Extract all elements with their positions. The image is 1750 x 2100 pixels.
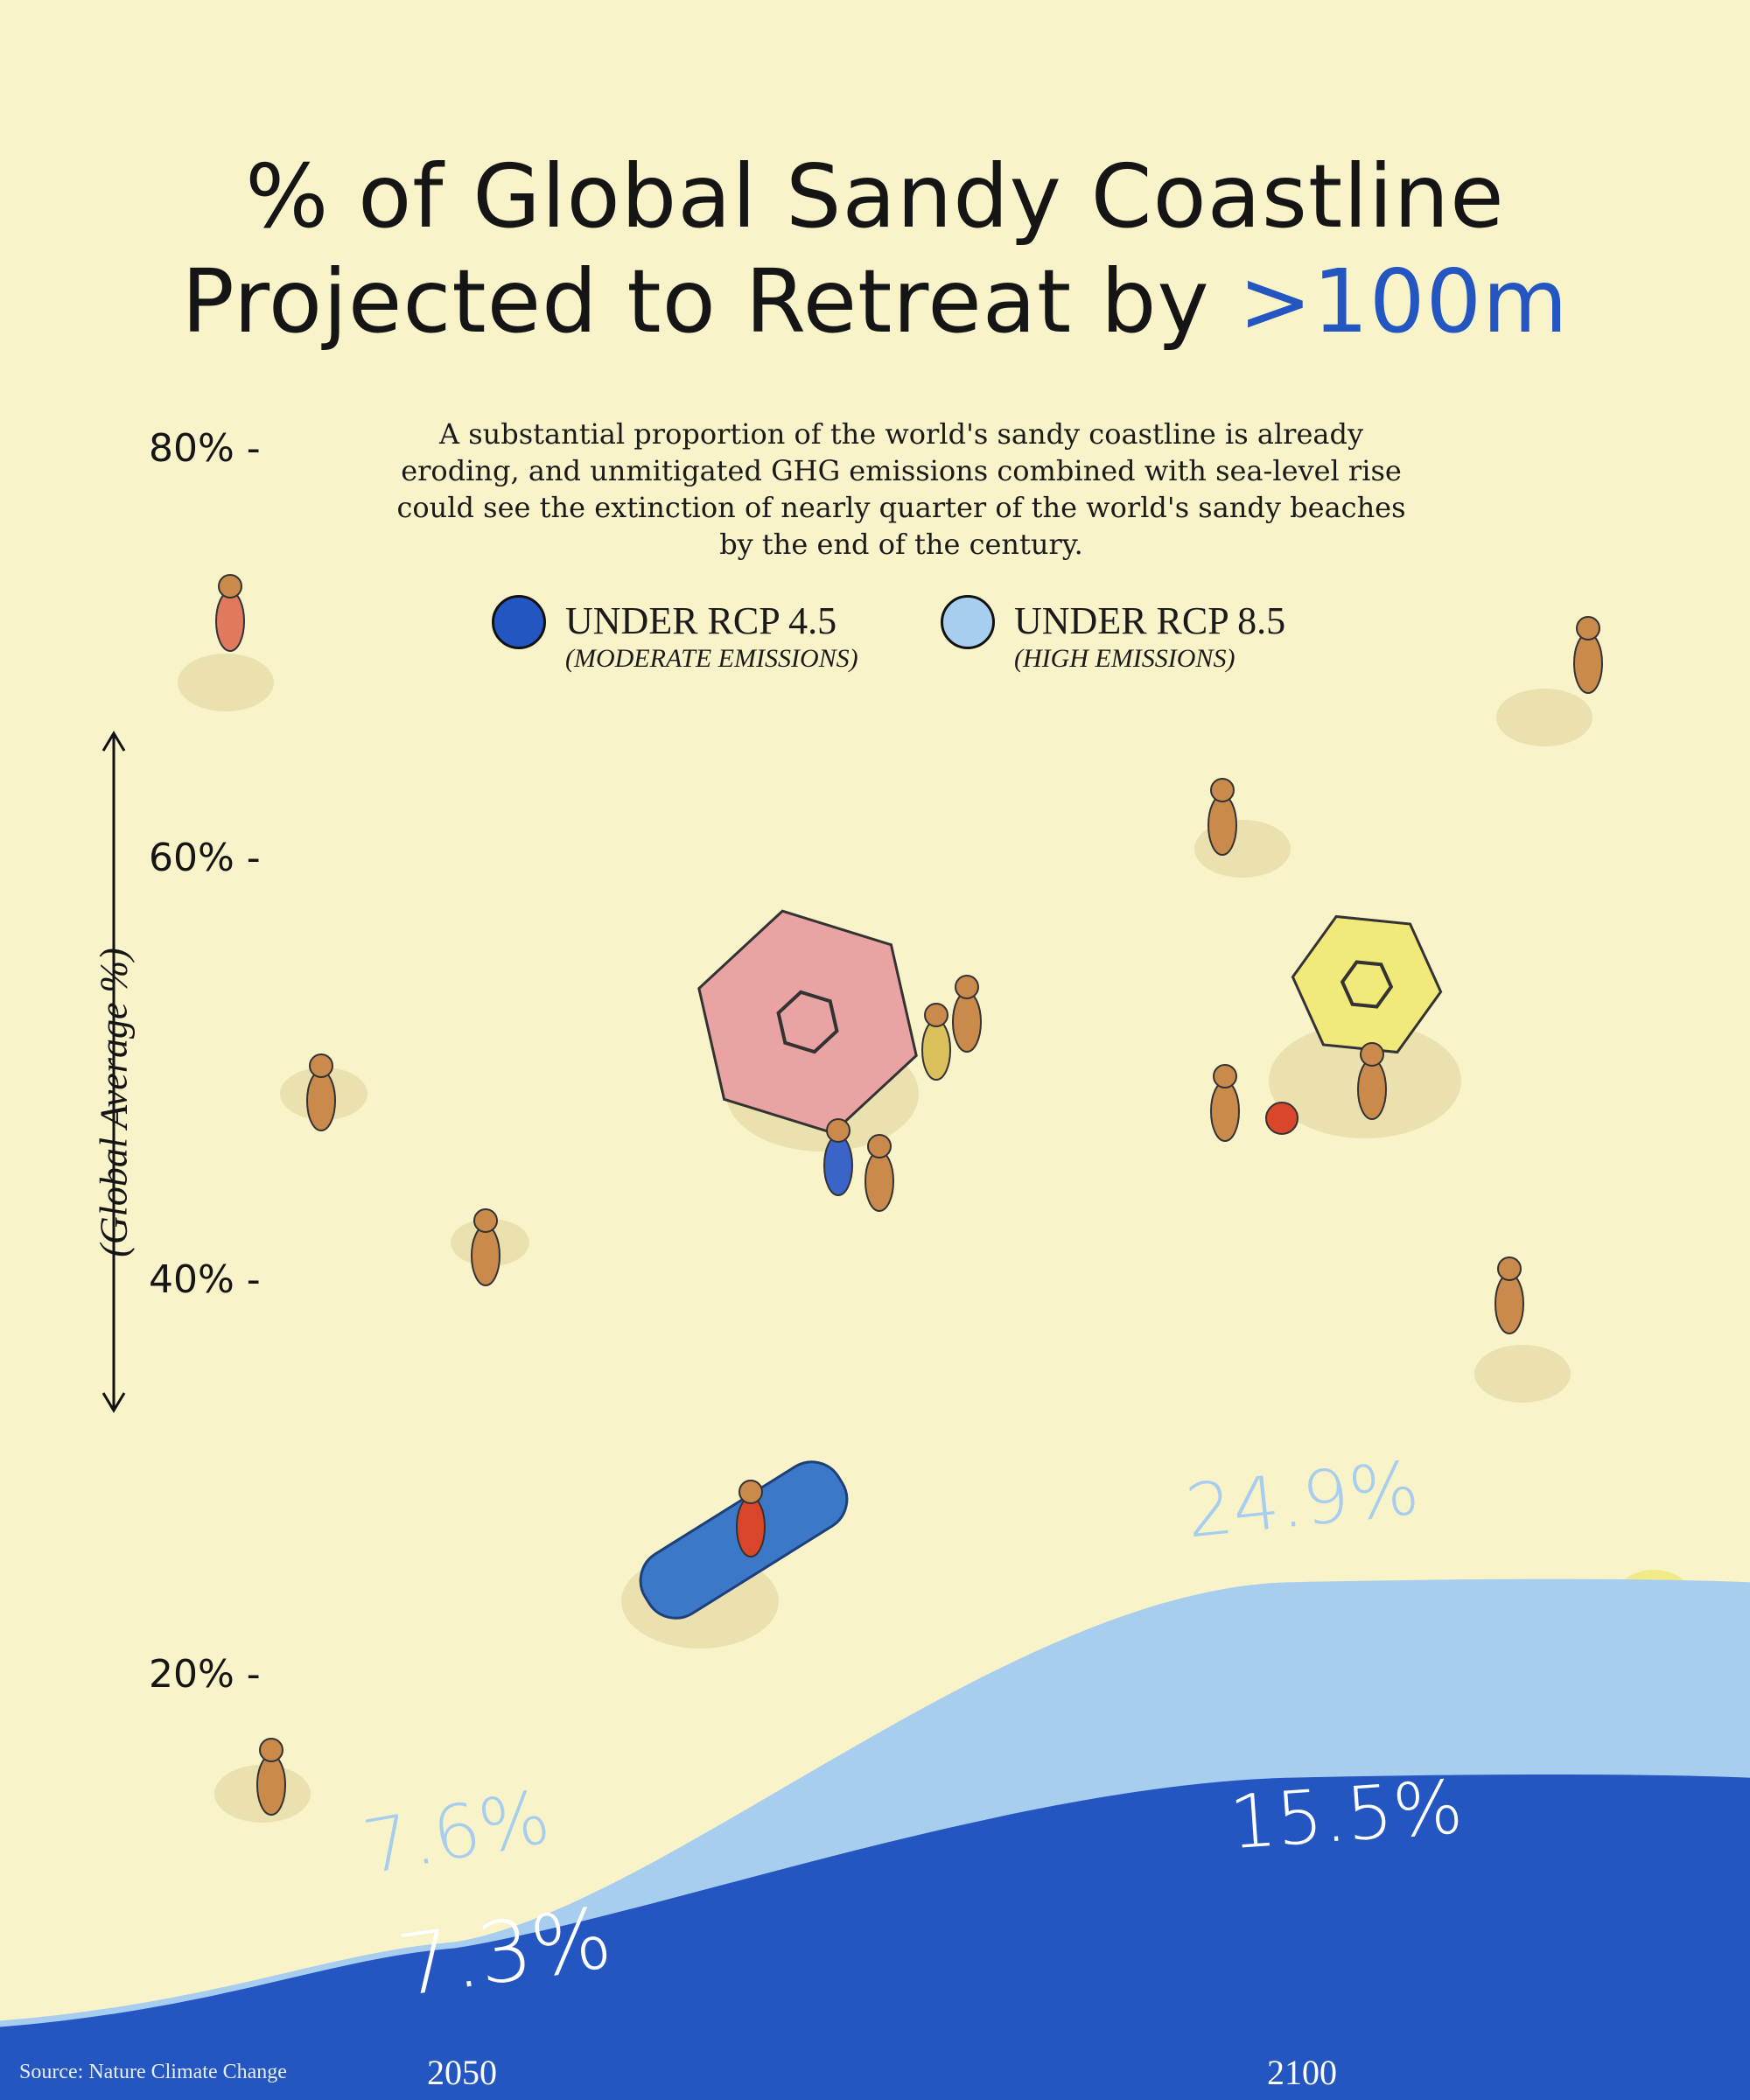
yellow-umbrella-center bbox=[1340, 960, 1394, 1009]
y-axis-label: (Global Average %) bbox=[92, 948, 136, 1257]
x-tick-2100: 2100 bbox=[1267, 2053, 1337, 2092]
person-body-12 bbox=[736, 1496, 766, 1558]
x-tick-2050: 2050 bbox=[427, 2053, 497, 2092]
y-axis-arrow bbox=[102, 731, 126, 1413]
person-body-2 bbox=[1208, 794, 1237, 856]
legend-label-rcp85: UNDER RCP 8.5 bbox=[1014, 599, 1286, 642]
person-head-4 bbox=[1576, 616, 1600, 640]
sand-shadow-7 bbox=[1496, 689, 1592, 746]
person-body-1 bbox=[306, 1070, 336, 1131]
person-head-12 bbox=[738, 1480, 763, 1504]
legend-label-rcp45: UNDER RCP 4.5 bbox=[565, 599, 837, 642]
person-head-9 bbox=[1213, 1064, 1237, 1088]
person-body-10 bbox=[1357, 1059, 1387, 1120]
person-head-0 bbox=[218, 574, 242, 598]
person-head-1 bbox=[309, 1054, 333, 1078]
person-body-9 bbox=[1210, 1081, 1240, 1142]
area-series-group bbox=[0, 1578, 1750, 2100]
person-head-8 bbox=[867, 1134, 892, 1158]
y-tick-80: 80% - bbox=[149, 426, 261, 471]
person-body-8 bbox=[864, 1151, 894, 1212]
person-body-7 bbox=[823, 1135, 853, 1196]
person-body-11 bbox=[1494, 1273, 1524, 1334]
title-line-2-text: Projected to Retreat by bbox=[181, 250, 1239, 353]
person-head-13 bbox=[259, 1738, 284, 1762]
sand-shadow-6 bbox=[1474, 1345, 1571, 1403]
person-body-6 bbox=[921, 1019, 951, 1081]
person-body-5 bbox=[952, 991, 982, 1053]
pink-umbrella-center bbox=[776, 990, 839, 1054]
y-tick-40: 40% - bbox=[149, 1257, 261, 1302]
legend-swatch-rcp85 bbox=[941, 595, 995, 649]
legend-swatch-rcp45 bbox=[492, 595, 546, 649]
area-rcp45 bbox=[0, 1774, 1750, 2100]
y-tick-20: 20% - bbox=[149, 1652, 261, 1697]
data-label-rcp45-2100: 15.5% bbox=[1226, 1763, 1466, 1866]
title-line-1: % of Global Sandy Coastline bbox=[245, 145, 1505, 248]
title-highlight: >100m bbox=[1238, 250, 1569, 353]
person-body-4 bbox=[1573, 633, 1603, 694]
person-body-0 bbox=[215, 591, 245, 652]
person-head-3 bbox=[473, 1208, 498, 1233]
person-body-13 bbox=[256, 1754, 286, 1816]
person-head-2 bbox=[1210, 778, 1235, 802]
sand-shadow-0 bbox=[178, 654, 274, 711]
title-line-2: Projected to Retreat by >100m bbox=[0, 249, 1750, 354]
y-tick-60: 60% - bbox=[149, 836, 261, 880]
person-head-11 bbox=[1497, 1256, 1522, 1281]
person-head-10 bbox=[1360, 1042, 1384, 1067]
chart-title: % of Global Sandy Coastline Projected to… bbox=[0, 144, 1750, 354]
person-body-3 bbox=[471, 1225, 500, 1286]
legend-sub-rcp85: (HIGH EMISSIONS) bbox=[1014, 644, 1236, 673]
person-head-7 bbox=[826, 1118, 850, 1143]
person-head-6 bbox=[924, 1003, 948, 1027]
chart-subtitle: A substantial proportion of the world's … bbox=[396, 417, 1406, 561]
source-note: Source: Nature Climate Change bbox=[19, 2061, 287, 2083]
yellow-umbrella bbox=[1291, 914, 1443, 1054]
person-head-5 bbox=[955, 975, 979, 999]
legend-sub-rcp45: (MODERATE EMISSIONS) bbox=[565, 644, 858, 673]
beach-ball bbox=[1265, 1102, 1298, 1135]
